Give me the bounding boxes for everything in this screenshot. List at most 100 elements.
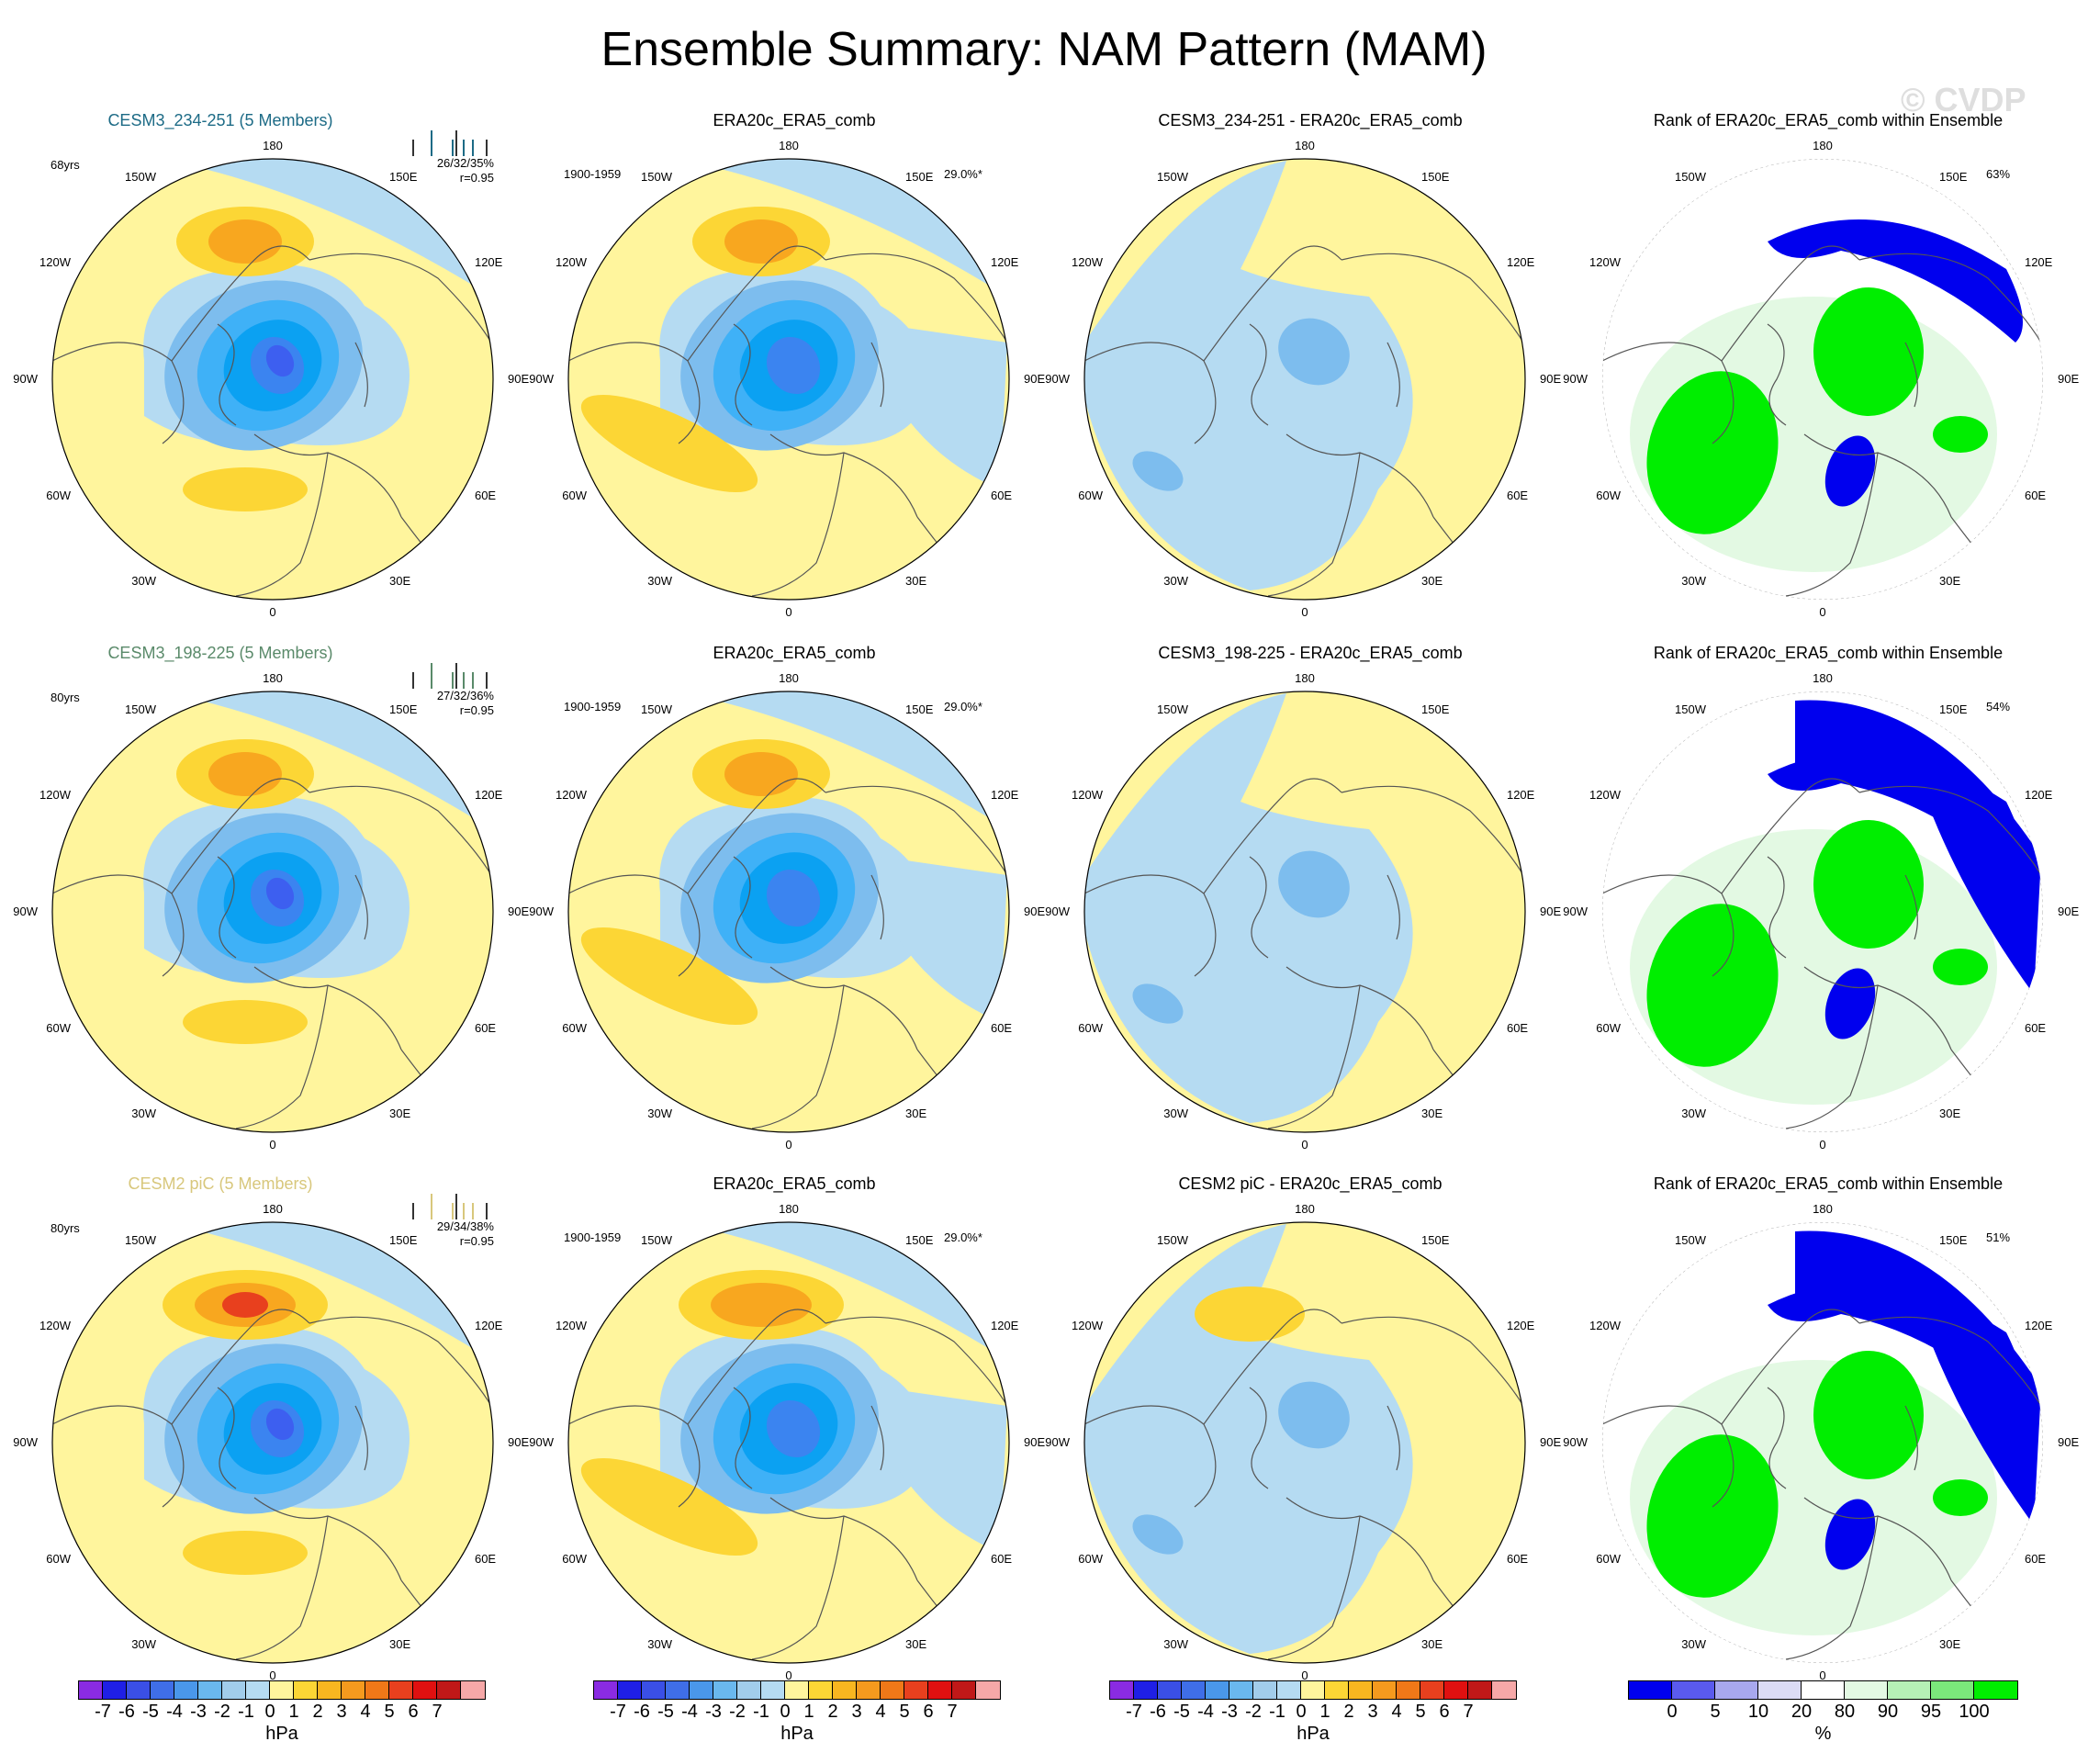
coastline: [235, 984, 329, 1129]
longitude-label: 0: [1819, 605, 1826, 619]
coastline: [1203, 1309, 1342, 1425]
model-map: [51, 1221, 494, 1664]
diff-negative-2: [1278, 318, 1350, 386]
longitude-label: 120E: [474, 1319, 503, 1332]
colorbar-tick-label: 20: [1791, 1702, 1813, 1722]
coastline: [309, 785, 492, 876]
longitude-label: 90E: [508, 904, 530, 918]
diff-negative-2: [1278, 850, 1350, 918]
longitude-label: 150E: [389, 702, 418, 717]
diff-map: [1083, 158, 1526, 601]
colorbar-swatch: [1715, 1681, 1758, 1699]
colorbar-swatch: [1253, 1681, 1277, 1699]
longitude-label: 60W: [46, 1552, 72, 1566]
sea-east: [881, 324, 1007, 489]
longitude-label: 60E: [2024, 1552, 2047, 1566]
negative-contour-6: [265, 344, 295, 377]
coastline: [1858, 1316, 2042, 1407]
longitude-label: 90W: [529, 372, 554, 386]
colorbar-tick-label: -1: [753, 1702, 769, 1722]
ensemble-spread-ticks: [412, 130, 488, 156]
colorbar-swatch: [1110, 1681, 1134, 1699]
longitude-label: 0: [269, 1668, 276, 1682]
colorbar-units: hPa: [780, 1724, 814, 1744]
variance-explained: 29.0%*: [944, 1230, 982, 1244]
longitude-label: 90W: [1563, 904, 1588, 918]
longitude-label: 90E: [2058, 904, 2080, 918]
longitude-label: 30W: [1163, 573, 1188, 588]
colorbar-swatch: [1301, 1681, 1325, 1699]
longitude-label: 30E: [1939, 573, 1961, 588]
obs-map: [567, 158, 1010, 601]
longitude-label: 60W: [46, 1021, 72, 1035]
longitude-label: 90E: [1540, 372, 1562, 386]
colorbar-swatch: [618, 1681, 642, 1699]
colorbar-swatch: [294, 1681, 318, 1699]
period-label: 1900-1959: [564, 167, 622, 181]
colorbar-swatch: [461, 1681, 485, 1699]
longitude-label: 180: [263, 1202, 283, 1216]
diff-negative-2: [1278, 1381, 1350, 1449]
positive-contour-2: [724, 219, 798, 264]
longitude-label: 30E: [1939, 1106, 1961, 1120]
rank-green-region-1: [1813, 1351, 1924, 1479]
model-map: [51, 158, 494, 601]
colorbar-swatch: [174, 1681, 198, 1699]
colorbar-tick-label: 0: [780, 1702, 791, 1722]
colorbar-swatch: [1444, 1681, 1468, 1699]
colorbar-swatch: [713, 1681, 737, 1699]
longitude-label: 60E: [474, 1021, 497, 1035]
coastline: [171, 245, 310, 362]
longitude-label: 120W: [1072, 255, 1104, 269]
panel-row2-diff: CESM3_198-225 - ERA20c_ERA5_comb 180 150E 1…: [1045, 643, 1570, 1174]
longitude-label: 180: [779, 1202, 799, 1216]
colorbar-tick-label: -3: [190, 1702, 207, 1722]
longitude-label: 30E: [389, 573, 411, 588]
colorbar-tick-label: -6: [118, 1702, 135, 1722]
positive-contour-2: [208, 752, 282, 796]
coastline: [733, 856, 753, 959]
ensemble-spread-ticks: [412, 663, 488, 689]
colorbar-swatch: [1468, 1681, 1492, 1699]
longitude-label: 150E: [389, 1233, 418, 1248]
longitude-label: 90W: [529, 1435, 554, 1449]
longitude-label: 30W: [647, 1106, 672, 1120]
rank-percent: 54%: [1986, 700, 2011, 713]
longitude-label: 120W: [556, 255, 588, 269]
pattern-correlation: r=0.95: [459, 1234, 494, 1248]
rank-green-region-3: [1933, 949, 1988, 985]
coastline: [733, 323, 753, 426]
coastline: [1721, 778, 1860, 894]
longitude-label: 150W: [641, 170, 672, 185]
positive-contour-2: [208, 219, 282, 264]
positive-contour-atl: [183, 1531, 308, 1575]
longitude-label: 30E: [1421, 1106, 1443, 1120]
diff-panel-title: CESM2 piC - ERA20c_ERA5_comb: [1178, 1174, 1443, 1193]
rank-green-region-3: [1933, 1479, 1988, 1516]
colorbar-tick-label: 4: [1391, 1702, 1402, 1722]
variance-range: 27/32/36%: [436, 689, 494, 702]
longitude-label: 120E: [990, 1319, 1019, 1332]
colorbar-swatch: [1229, 1681, 1253, 1699]
longitude-label: 180: [779, 139, 799, 152]
colorbar-swatch: [79, 1681, 103, 1699]
colorbar-tick-label: -7: [1126, 1702, 1142, 1722]
variance-explained: 29.0%*: [944, 700, 982, 713]
colorbar-tick-label: 5: [384, 1702, 395, 1722]
colorbar-tick-label: -5: [142, 1702, 159, 1722]
longitude-label: 150W: [125, 702, 156, 717]
longitude-label: 150E: [905, 170, 934, 185]
rank-green-region-1: [1813, 287, 1924, 416]
longitude-label: 120W: [556, 1319, 588, 1332]
longitude-label: 30W: [1681, 573, 1706, 588]
coastline: [309, 253, 492, 343]
coastline: [1203, 245, 1342, 362]
rank-blue-region-3: [1824, 968, 1876, 1039]
pattern-correlation: r=0.95: [459, 171, 494, 185]
longitude-label: 30W: [647, 573, 672, 588]
colorbar-tick-label: -2: [1245, 1702, 1262, 1722]
coastline: [171, 1309, 310, 1425]
colorbar-swatch: [270, 1681, 294, 1699]
colorbar-units: %: [1814, 1724, 1832, 1744]
colorbar-tick-label: 6: [1439, 1702, 1450, 1722]
